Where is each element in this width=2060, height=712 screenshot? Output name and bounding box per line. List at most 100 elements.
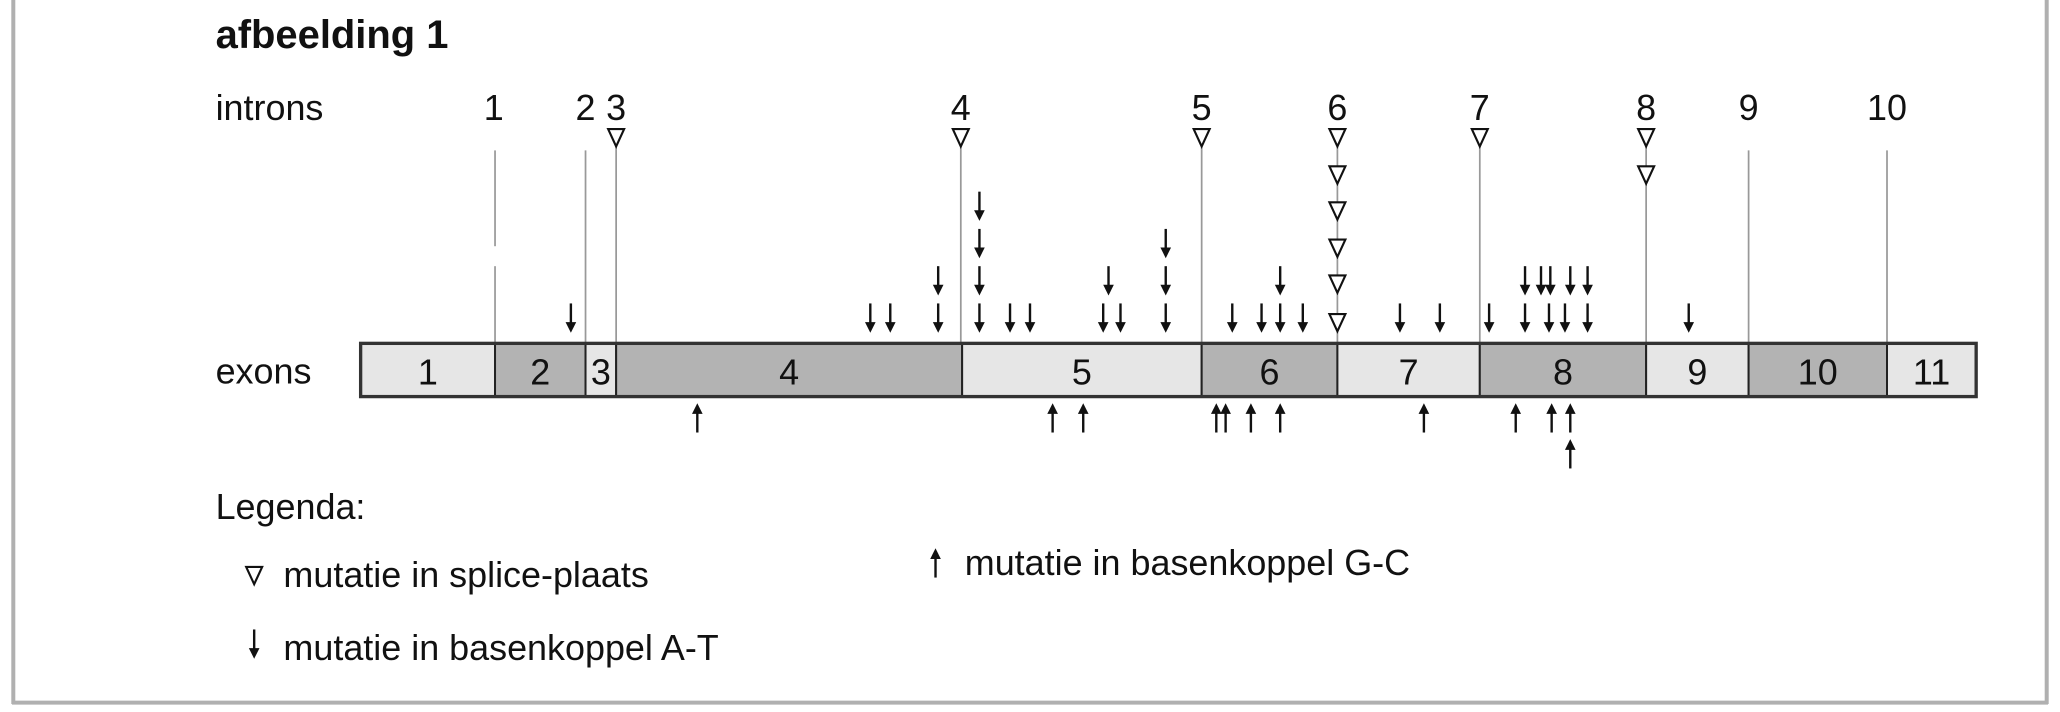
exon-number: 6	[1260, 352, 1280, 393]
exon-number: 2	[530, 352, 550, 393]
exon-11: 11	[1886, 342, 1978, 398]
exon-number: 11	[1913, 352, 1950, 393]
at-mutation-arrow	[1274, 303, 1286, 333]
gc-mutation-arrow	[1274, 403, 1286, 433]
at-mutation-arrow	[1274, 266, 1286, 296]
at-mutation-arrow	[1004, 303, 1016, 333]
intron-number: 5	[1192, 87, 1212, 128]
at-mutation-arrow	[1103, 266, 1114, 296]
legend-up-arrow-icon	[930, 548, 941, 578]
gc-mutation-arrow	[1210, 403, 1222, 433]
gc-mutation-arrow	[1047, 403, 1058, 433]
gc-mutation-arrow	[1077, 403, 1089, 433]
at-mutation-arrow	[1097, 303, 1109, 333]
at-mutation-arrow	[1519, 266, 1531, 296]
splice-site-mutation	[1470, 128, 1490, 149]
exon-10: 10	[1747, 342, 1889, 398]
frame	[11, 0, 2049, 705]
exon-2: 2	[494, 342, 587, 398]
intron-2: 2	[576, 87, 596, 344]
legend-splice-triangle-icon	[244, 565, 264, 587]
at-mutation-arrow	[974, 191, 985, 221]
at-mutation-arrow	[1394, 303, 1406, 333]
intron-number: 8	[1636, 87, 1656, 128]
splice-site-mutation	[606, 128, 626, 149]
intron-number: 9	[1739, 87, 1759, 128]
intron-number: 10	[1867, 87, 1907, 128]
exons-label: exons	[216, 350, 312, 391]
intron-3: 3	[606, 87, 626, 344]
splice-site-mutation	[1327, 313, 1348, 334]
intron-number: 1	[484, 87, 504, 128]
at-mutation-arrow	[1434, 303, 1446, 333]
exon-9: 9	[1645, 342, 1750, 398]
intron-number: 2	[576, 87, 596, 128]
splice-site-mutation	[1327, 128, 1348, 149]
exon-box	[1645, 342, 1750, 398]
splice-site-mutation	[1636, 128, 1656, 149]
at-mutation-arrow	[1483, 303, 1495, 333]
splice-site-mutation	[1327, 165, 1348, 187]
figure-title: afbeelding 1	[216, 13, 449, 57]
at-mutation-arrow	[1226, 303, 1238, 333]
exon-number: 10	[1798, 352, 1838, 393]
exon-number: 9	[1687, 352, 1707, 393]
at-mutation-arrow	[1564, 266, 1576, 296]
at-mutation-arrow	[1115, 303, 1126, 333]
intron-8: 8	[1636, 87, 1656, 344]
at-mutation-arrow	[1160, 303, 1172, 333]
at-mutation-arrow	[1582, 303, 1593, 333]
exon-number: 5	[1072, 352, 1092, 393]
gene-outline	[358, 341, 1978, 399]
legend-gc-text: mutatie in basenkoppel G-C	[965, 542, 1410, 583]
gc-mutation-arrow	[1564, 403, 1576, 433]
exon-8: 8	[1478, 342, 1648, 398]
exon-box	[615, 342, 964, 398]
intron-number: 3	[606, 87, 626, 128]
splice-site-mutation	[1327, 274, 1348, 296]
intron-number: 7	[1470, 87, 1490, 128]
at-mutation-arrow	[884, 303, 896, 333]
legend-heading: Legenda:	[216, 486, 366, 527]
at-mutation-arrow	[864, 303, 876, 333]
at-mutation-arrow	[932, 266, 944, 296]
exon-number: 7	[1399, 352, 1419, 393]
gc-mutation-arrow	[1220, 403, 1231, 433]
splice-site-mutation	[1327, 201, 1348, 223]
intron-4: 4	[951, 87, 971, 344]
at-mutation-arrow	[1683, 303, 1695, 333]
at-mutation-arrow	[1160, 228, 1172, 259]
at-mutation-arrow	[932, 303, 944, 333]
at-mutation-arrow	[1543, 303, 1555, 333]
intron-9: 9	[1739, 87, 1759, 344]
exon-number: 8	[1553, 352, 1573, 393]
at-mutation-arrow	[1519, 303, 1531, 333]
at-mutation-arrow	[1559, 303, 1571, 333]
introns-label: introns	[216, 87, 324, 128]
at-mutation-arrow	[1535, 266, 1547, 296]
exon-4: 4	[615, 342, 964, 398]
exon-box	[584, 342, 618, 398]
at-mutation-arrow	[1024, 303, 1036, 333]
exon-3: 3	[584, 342, 618, 398]
intron-5: 5	[1192, 87, 1212, 344]
gc-mutation-arrow	[1510, 403, 1522, 433]
intron-number: 6	[1327, 87, 1347, 128]
legend-splice-text: mutatie in splice-plaats	[283, 554, 648, 595]
legend-at-text: mutatie in basenkoppel A-T	[283, 627, 718, 668]
exon-number: 4	[779, 352, 799, 393]
exon-1: 1	[359, 342, 497, 398]
splice-site-mutation	[1327, 238, 1348, 260]
at-mutation-arrow	[1545, 266, 1556, 296]
at-mutation-arrow	[565, 303, 577, 333]
exon-7: 7	[1336, 342, 1481, 398]
gc-mutation-arrow	[1564, 439, 1576, 469]
intron-1: 1	[484, 87, 504, 344]
at-mutation-arrow	[1256, 303, 1267, 333]
at-mutation-arrow	[1160, 266, 1172, 296]
at-mutation-arrow	[1297, 303, 1309, 333]
at-mutation-arrow	[1582, 266, 1593, 296]
at-mutation-arrow	[974, 303, 985, 333]
exon-number: 3	[591, 352, 611, 393]
